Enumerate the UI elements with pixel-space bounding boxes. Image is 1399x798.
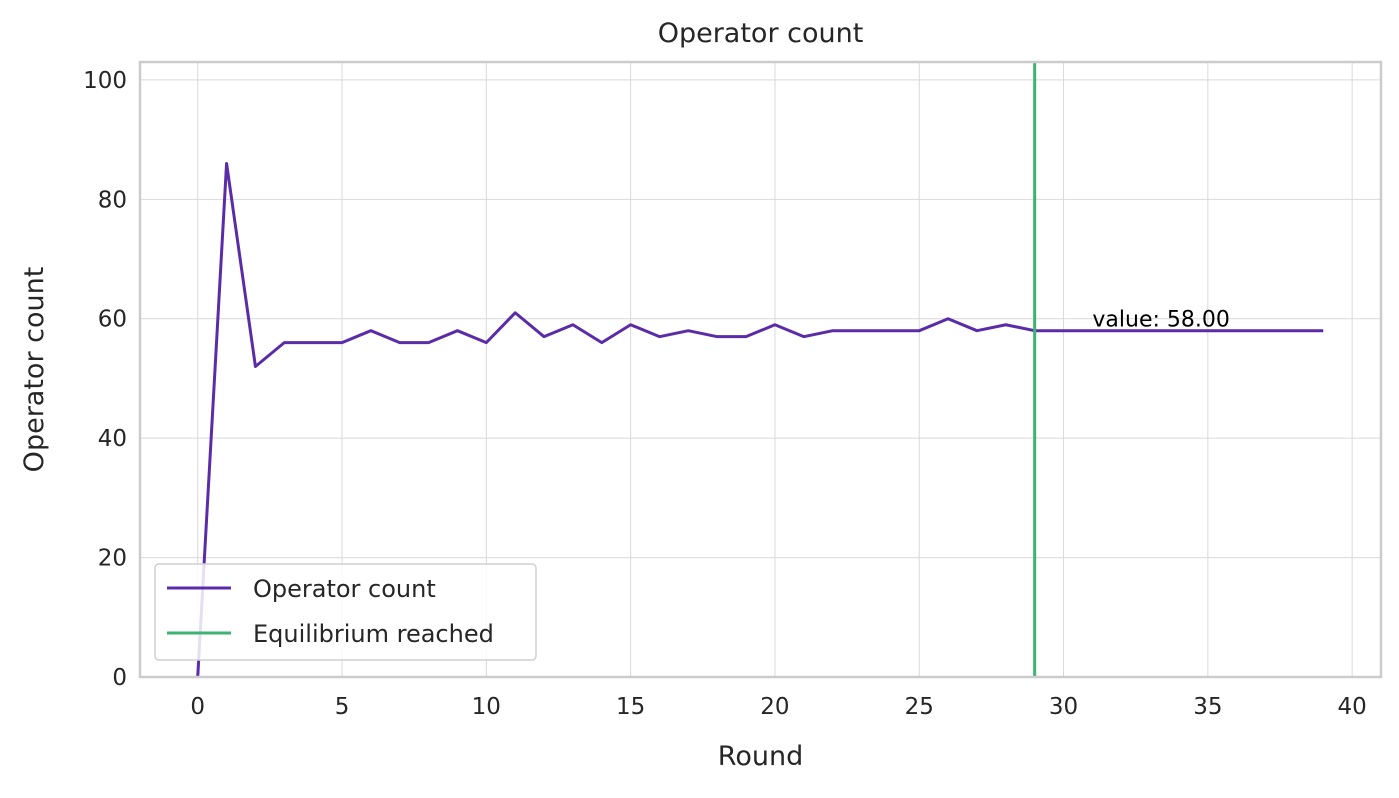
x-tick-label: 40 — [1337, 694, 1366, 720]
legend-label-equilibrium: Equilibrium reached — [253, 620, 494, 648]
x-tick-label: 30 — [1049, 694, 1078, 720]
x-tick-label: 0 — [190, 694, 205, 720]
legend: Operator count Equilibrium reached — [154, 563, 537, 661]
x-tick-label: 15 — [616, 694, 645, 720]
y-tick-label: 80 — [98, 187, 127, 213]
y-tick-label: 20 — [98, 546, 127, 572]
y-tick-label: 40 — [98, 426, 127, 452]
x-tick-label: 5 — [335, 694, 350, 720]
plot-frame — [138, 60, 1383, 679]
tick-labels: 0 5 10 15 20 25 30 35 40 0 20 40 60 80 100 — [83, 68, 1367, 720]
y-tick-label: 100 — [83, 68, 127, 94]
x-tick-label: 35 — [1193, 694, 1222, 720]
legend-label-operator-count: Operator count — [253, 575, 436, 603]
x-axis-title: Round — [718, 741, 803, 772]
chart-title: Operator count — [658, 18, 864, 49]
plot-data — [196, 62, 1324, 678]
y-axis-title: Operator count — [19, 267, 50, 473]
x-tick-label: 10 — [472, 694, 501, 720]
series-line-operator-count — [196, 162, 1324, 678]
x-tick-label: 20 — [760, 694, 789, 720]
y-tick-label: 0 — [112, 665, 127, 691]
y-tick-label: 60 — [98, 307, 127, 333]
x-tick-label: 25 — [905, 694, 934, 720]
legend-box — [154, 563, 537, 661]
value-annotation: value: 58.00 — [1092, 308, 1229, 333]
